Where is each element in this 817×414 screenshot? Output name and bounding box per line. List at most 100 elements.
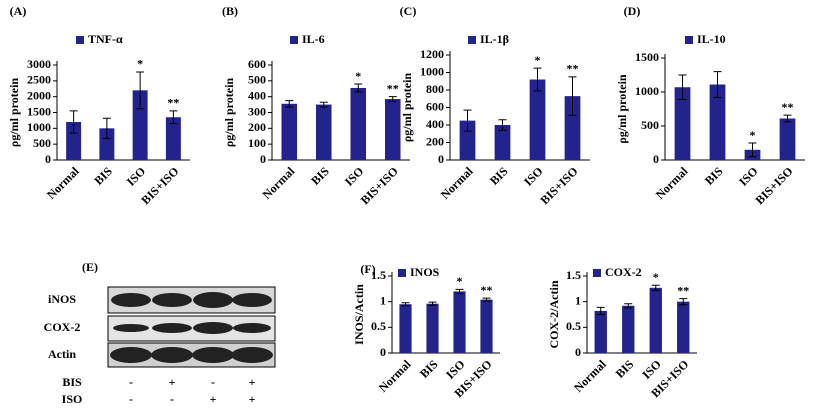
- significance-mark: **: [387, 81, 399, 95]
- band: [110, 347, 152, 363]
- panel-label: (A): [10, 4, 27, 18]
- error-bar: [463, 109, 472, 132]
- legend-swatch: [398, 269, 406, 277]
- error-bar: [169, 110, 178, 125]
- error-bar: [713, 71, 722, 98]
- treatment-sign: -: [129, 375, 133, 389]
- blot-row-label: Actin: [48, 347, 76, 361]
- error-bar: [285, 100, 294, 108]
- error-bar: [354, 83, 363, 93]
- y-tick-label: 400: [426, 117, 444, 131]
- significance-mark: **: [481, 283, 493, 297]
- treatment-sign: +: [249, 392, 256, 406]
- y-tick-label: 0: [45, 152, 51, 166]
- x-tick-label: ISO: [124, 164, 149, 189]
- error-bar: [428, 301, 437, 306]
- bar: [132, 90, 148, 160]
- y-tick-label: 600: [248, 57, 266, 71]
- bar: [529, 79, 546, 160]
- significance-mark: **: [167, 96, 179, 110]
- panel-label: (D): [624, 4, 641, 18]
- treatment-sign: +: [249, 375, 256, 389]
- bar: [66, 122, 82, 160]
- band: [232, 293, 272, 307]
- y-tick-label: 1: [575, 293, 581, 307]
- error-bar: [748, 142, 757, 158]
- y-tick-label: 800: [426, 82, 444, 96]
- y-tick-label: 600: [426, 99, 444, 113]
- band: [193, 322, 233, 334]
- x-tick-label: Normal: [438, 164, 476, 202]
- treatment-sign: -: [211, 375, 215, 389]
- x-tick-label: BIS: [487, 164, 511, 188]
- y-axis-label: ρg/ml protein: [7, 78, 21, 148]
- significance-mark: **: [677, 283, 689, 297]
- blot-row-label: iNOS: [48, 292, 76, 306]
- significance-mark: **: [567, 62, 579, 76]
- error-bar: [482, 297, 491, 302]
- significance-mark: **: [782, 100, 794, 114]
- band: [192, 347, 234, 363]
- y-axis-label: ρg/ml protein: [222, 78, 236, 148]
- error-bar: [401, 302, 410, 307]
- bar: [594, 310, 607, 353]
- bar: [350, 87, 367, 160]
- significance-mark: *: [535, 53, 541, 67]
- y-axis-label: COX-2/Actin: [547, 280, 561, 348]
- x-tick-label: Normal: [653, 164, 691, 202]
- panel-label: (C): [400, 4, 417, 18]
- legend-label: IL-6: [302, 32, 325, 46]
- x-tick-label: BIS: [91, 164, 115, 188]
- error-bar: [533, 67, 542, 92]
- y-tick-label: 100: [248, 136, 266, 150]
- legend-swatch: [290, 36, 298, 44]
- y-tick-label: 1.5: [371, 268, 386, 282]
- x-tick-label: ISO: [342, 164, 367, 189]
- y-tick-label: 400: [248, 88, 266, 102]
- treatment-label: ISO: [62, 392, 83, 406]
- bar: [564, 96, 581, 160]
- bands: [110, 292, 273, 363]
- error-bar: [568, 76, 577, 116]
- bar: [480, 299, 493, 353]
- x-tick-label: ISO: [736, 164, 761, 189]
- y-tick-label: 1200: [420, 47, 444, 61]
- y-tick-label: 0: [653, 152, 659, 166]
- x-tick-label: BIS: [308, 164, 332, 188]
- x-tick-label: Normal: [571, 357, 609, 395]
- legend-label: COX-2: [605, 265, 642, 279]
- legend-swatch: [685, 36, 693, 44]
- blot-label: (E): [82, 260, 98, 274]
- error-bar: [679, 298, 688, 306]
- legend-label: IL-1β: [480, 32, 509, 46]
- y-tick-label: 0: [260, 152, 266, 166]
- band: [152, 323, 192, 333]
- error-bar: [498, 119, 507, 131]
- bar: [779, 118, 796, 160]
- y-tick-label: 500: [641, 118, 659, 132]
- panel-label: (B): [222, 4, 238, 18]
- x-tick-label: BIS+ISO: [753, 164, 796, 207]
- y-axis-label: ρg/ml protein: [400, 73, 414, 143]
- bar: [99, 128, 115, 160]
- x-tick-label: BIS: [613, 357, 637, 381]
- error-bar: [783, 114, 792, 123]
- error-bar: [596, 306, 605, 315]
- y-tick-label: 0: [438, 152, 444, 166]
- x-tick-label: Normal: [376, 357, 414, 395]
- y-tick-label: 1500: [27, 104, 51, 118]
- y-tick-label: 1000: [420, 64, 444, 78]
- bar: [494, 125, 511, 160]
- y-tick-label: 200: [248, 120, 266, 134]
- bar: [165, 117, 181, 160]
- y-tick-label: 0.5: [371, 319, 386, 333]
- x-tick-label: ISO: [521, 164, 546, 189]
- band: [231, 347, 273, 363]
- y-tick-label: 1500: [635, 50, 659, 64]
- y-tick-label: 1.5: [566, 268, 581, 282]
- legend-swatch: [468, 36, 476, 44]
- y-tick-label: 0.5: [566, 319, 581, 333]
- x-tick-label: BIS+ISO: [358, 164, 401, 207]
